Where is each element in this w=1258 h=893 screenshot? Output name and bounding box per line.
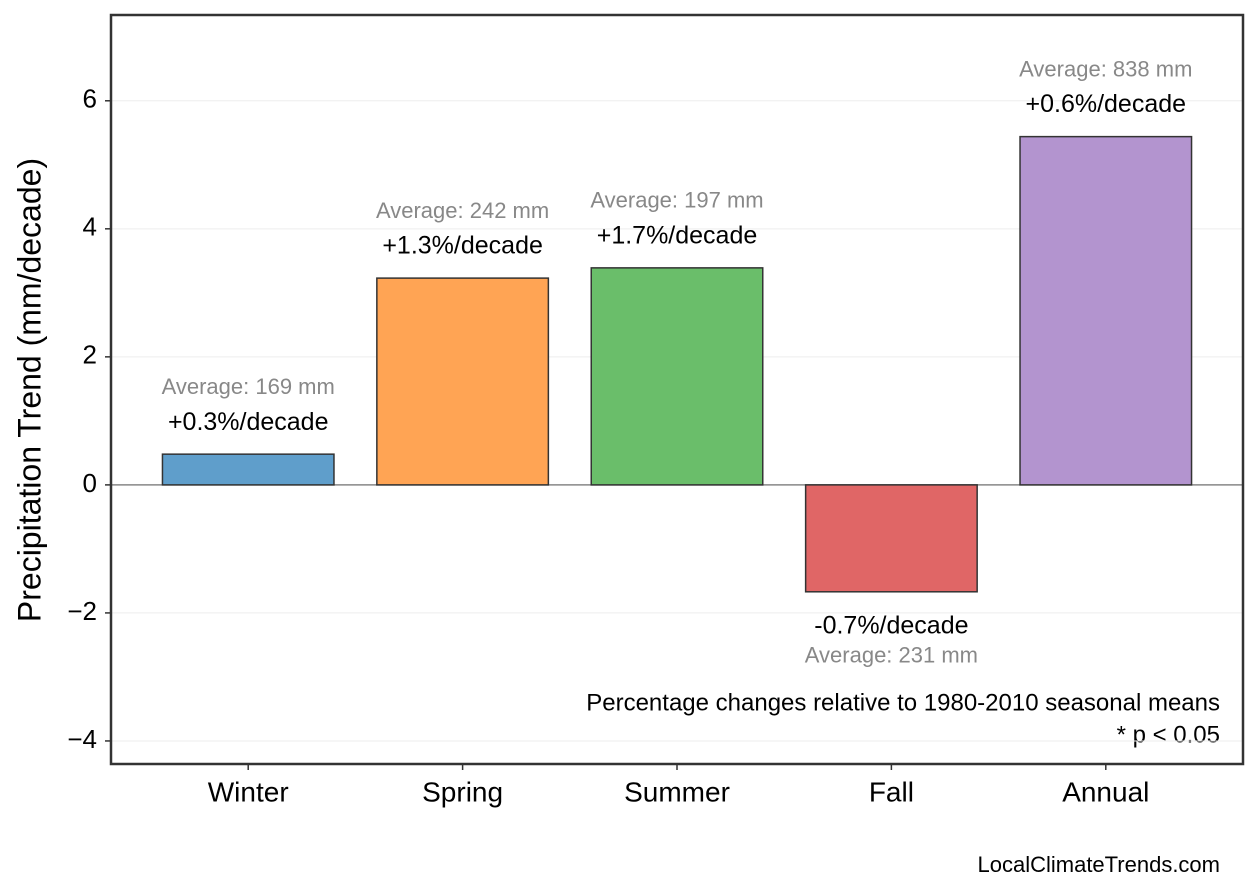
x-tick-label: Winter <box>208 776 289 807</box>
average-label: Average: 242 mm <box>376 198 549 223</box>
average-label: Average: 197 mm <box>590 188 763 213</box>
bar <box>161 453 335 486</box>
bar <box>590 267 764 486</box>
y-axis-label: Precipitation Trend (mm/decade) <box>11 158 47 622</box>
change-label: -0.7%/decade <box>814 611 968 639</box>
bar <box>1019 135 1193 486</box>
x-tick-label: Fall <box>869 776 914 807</box>
x-tick-label: Summer <box>624 776 730 807</box>
plot-frame <box>109 13 1245 766</box>
change-label: +0.3%/decade <box>168 408 329 436</box>
y-tick-label: 0 <box>83 468 97 498</box>
change-label: +1.7%/decade <box>597 221 758 249</box>
average-label: Average: 169 mm <box>162 374 335 399</box>
bar <box>804 484 978 593</box>
note: * p < 0.05 <box>1117 721 1220 748</box>
bar <box>376 277 550 486</box>
change-label: +1.3%/decade <box>382 232 543 260</box>
y-tick-label: 2 <box>83 340 97 370</box>
source: LocalClimateTrends.com <box>978 852 1221 877</box>
y-tick-label: −4 <box>67 724 97 754</box>
note: Percentage changes relative to 1980-2010… <box>586 689 1220 716</box>
average-label: Average: 231 mm <box>805 643 978 668</box>
x-tick-label: Spring <box>422 776 503 807</box>
y-tick-label: 4 <box>83 212 97 242</box>
y-tick-label: 6 <box>83 84 97 114</box>
x-tick-label: Annual <box>1062 776 1149 807</box>
change-label: +0.6%/decade <box>1026 90 1187 118</box>
average-label: Average: 838 mm <box>1019 56 1192 81</box>
y-tick-label: −2 <box>67 596 97 626</box>
